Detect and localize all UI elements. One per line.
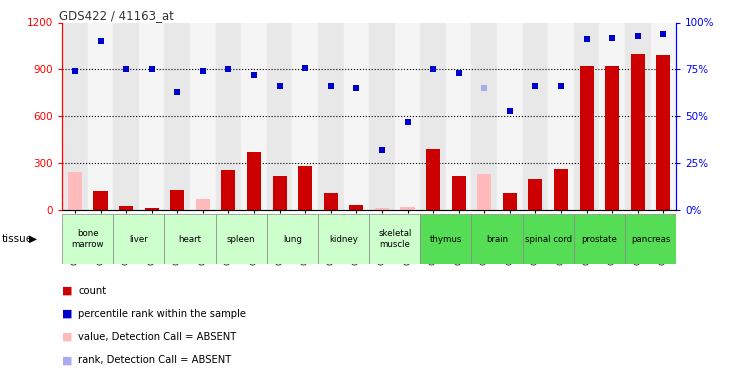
Text: pancreas: pancreas bbox=[631, 235, 670, 244]
Text: kidney: kidney bbox=[329, 235, 358, 244]
Bar bbox=[554, 170, 568, 210]
Bar bbox=[164, 22, 190, 210]
Bar bbox=[344, 22, 369, 210]
Bar bbox=[523, 22, 548, 210]
Text: prostate: prostate bbox=[581, 235, 618, 244]
Text: ■: ■ bbox=[62, 356, 72, 365]
Bar bbox=[625, 214, 676, 264]
Bar bbox=[318, 214, 369, 264]
Bar bbox=[145, 209, 159, 210]
Bar bbox=[375, 208, 389, 210]
Bar bbox=[420, 214, 471, 264]
Text: skeletal
muscle: skeletal muscle bbox=[378, 230, 412, 249]
Bar bbox=[471, 22, 497, 210]
Bar bbox=[497, 22, 523, 210]
Text: spleen: spleen bbox=[227, 235, 256, 244]
Bar bbox=[113, 214, 164, 264]
Bar bbox=[170, 190, 184, 210]
Text: ■: ■ bbox=[62, 332, 72, 342]
Text: liver: liver bbox=[129, 235, 148, 244]
Text: spinal cord: spinal cord bbox=[525, 235, 572, 244]
Bar bbox=[216, 22, 241, 210]
Bar bbox=[580, 66, 594, 210]
Bar bbox=[247, 152, 261, 210]
Bar bbox=[196, 199, 210, 210]
Text: count: count bbox=[78, 286, 106, 296]
Text: lung: lung bbox=[283, 235, 302, 244]
Bar bbox=[656, 56, 670, 210]
Bar bbox=[190, 22, 216, 210]
Bar bbox=[574, 22, 599, 210]
Bar bbox=[318, 22, 344, 210]
Bar bbox=[298, 166, 312, 210]
Bar bbox=[94, 191, 107, 210]
Text: ■: ■ bbox=[62, 286, 72, 296]
Bar bbox=[324, 193, 338, 210]
Text: ■: ■ bbox=[62, 309, 72, 319]
Bar bbox=[446, 22, 471, 210]
Text: tissue: tissue bbox=[1, 234, 33, 244]
Text: value, Detection Call = ABSENT: value, Detection Call = ABSENT bbox=[78, 332, 236, 342]
Text: ▶: ▶ bbox=[29, 234, 37, 244]
Bar bbox=[503, 193, 517, 210]
Bar bbox=[426, 149, 440, 210]
Bar bbox=[221, 170, 235, 210]
Text: thymus: thymus bbox=[430, 235, 462, 244]
Bar bbox=[605, 66, 619, 210]
Bar bbox=[267, 22, 292, 210]
Text: bone
marrow: bone marrow bbox=[72, 230, 104, 249]
Bar bbox=[401, 207, 414, 210]
Bar bbox=[452, 176, 466, 210]
Text: percentile rank within the sample: percentile rank within the sample bbox=[78, 309, 246, 319]
Bar bbox=[241, 22, 267, 210]
Bar bbox=[62, 214, 113, 264]
Text: heart: heart bbox=[178, 235, 202, 244]
Bar bbox=[395, 22, 420, 210]
Bar bbox=[574, 214, 625, 264]
Text: GDS422 / 41163_at: GDS422 / 41163_at bbox=[59, 9, 174, 22]
Bar bbox=[164, 214, 216, 264]
Text: rank, Detection Call = ABSENT: rank, Detection Call = ABSENT bbox=[78, 356, 232, 365]
Bar bbox=[529, 179, 542, 210]
Bar bbox=[477, 174, 491, 210]
Bar bbox=[119, 206, 133, 210]
Text: brain: brain bbox=[486, 235, 508, 244]
Bar bbox=[349, 204, 363, 210]
Bar bbox=[631, 54, 645, 210]
Bar bbox=[68, 172, 82, 210]
Bar bbox=[62, 22, 88, 210]
Bar bbox=[88, 22, 113, 210]
Bar bbox=[292, 22, 318, 210]
Bar bbox=[273, 176, 287, 210]
Bar bbox=[651, 22, 676, 210]
Bar bbox=[420, 22, 446, 210]
Bar bbox=[113, 22, 139, 210]
Bar bbox=[471, 214, 523, 264]
Bar bbox=[216, 214, 267, 264]
Bar bbox=[523, 214, 574, 264]
Bar bbox=[139, 22, 164, 210]
Bar bbox=[625, 22, 651, 210]
Bar bbox=[548, 22, 574, 210]
Bar bbox=[369, 214, 420, 264]
Bar bbox=[267, 214, 318, 264]
Bar bbox=[599, 22, 625, 210]
Bar bbox=[369, 22, 395, 210]
